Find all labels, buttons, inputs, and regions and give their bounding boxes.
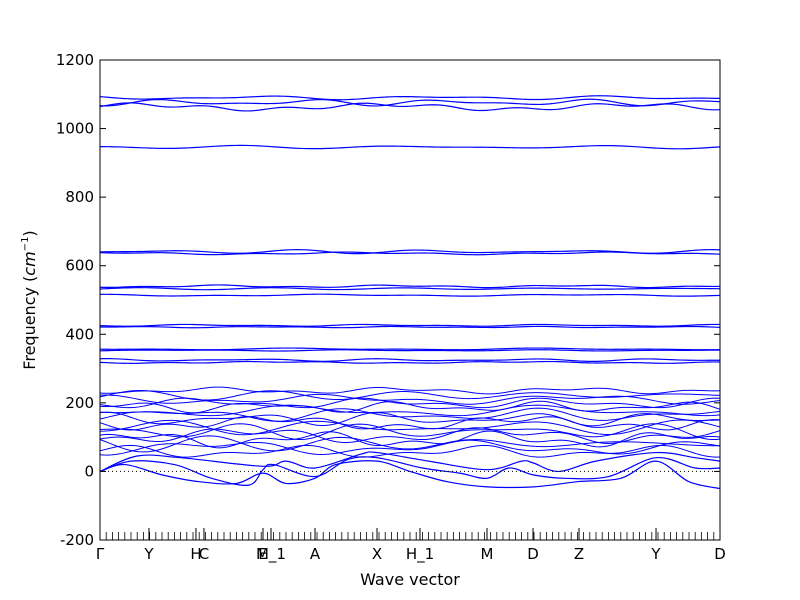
x-tick-label: D <box>714 545 726 563</box>
y-axis-label-unit: cm <box>20 251 39 275</box>
mid-band-line <box>99 393 721 405</box>
y-axis-label-close: ) <box>20 230 39 236</box>
y-tick-label: 0 <box>84 462 94 480</box>
mid-band-line <box>99 423 721 441</box>
mid-band-line <box>99 386 721 395</box>
optical-band-line <box>99 95 721 101</box>
acoustic-band-line <box>99 451 721 473</box>
y-tick-label: 1200 <box>56 51 94 69</box>
optical-band-line <box>99 360 721 364</box>
mid-band-line <box>99 411 721 427</box>
x-axis-label: Wave vector <box>360 570 460 589</box>
x-tick-label: A <box>310 545 321 563</box>
y-tick-label: -200 <box>60 531 94 549</box>
y-tick-label: 200 <box>65 394 94 412</box>
x-axis-ticks: Γ Y HC EM_1 A X H_1 M D Z Y D <box>96 528 726 564</box>
x-tick-label: H_1 <box>406 545 434 564</box>
mid-band-line <box>99 397 721 409</box>
mid-band-line <box>99 416 721 431</box>
band-lines <box>99 95 721 490</box>
x-tick-label: C <box>199 545 209 563</box>
optical-band-line <box>99 102 721 112</box>
y-axis-ticks: -200 0 200 400 600 800 1000 1200 <box>56 51 720 549</box>
optical-band-line <box>99 358 721 362</box>
mid-band-line <box>99 419 721 436</box>
mid-band-line <box>99 439 721 456</box>
x-tick-label: Y <box>650 545 661 563</box>
mid-band-line <box>99 400 721 414</box>
optical-band-line <box>99 287 721 291</box>
optical-band-line <box>99 323 721 327</box>
acoustic-band-line <box>99 456 721 486</box>
optical-band-line <box>99 144 721 150</box>
x-tick-label: Γ <box>96 545 105 563</box>
y-tick-label: 600 <box>65 257 94 275</box>
plot-frame <box>99 59 721 541</box>
x-tick-label: Y <box>143 545 154 563</box>
optical-band-line <box>99 325 721 329</box>
y-tick-label: 800 <box>65 188 94 206</box>
mid-band-line <box>99 435 721 453</box>
x-tick-label: M_1 <box>256 545 286 564</box>
y-tick-label: 1000 <box>56 120 94 138</box>
x-tick-label: Z <box>574 545 584 563</box>
mid-band-line <box>99 404 721 417</box>
mid-band-line <box>99 407 721 422</box>
optical-band-line <box>99 284 721 289</box>
x-tick-label: E <box>258 545 267 563</box>
plot-background <box>100 60 720 540</box>
optical-band-line <box>99 349 721 352</box>
x-tick-label: X <box>372 545 382 563</box>
mid-band-line <box>99 444 721 458</box>
mid-band-line <box>99 430 721 449</box>
x-tick-label: H <box>190 545 201 563</box>
x-tick-label: D <box>527 545 539 563</box>
y-axis-label: Frequency (cm−1) <box>20 230 39 369</box>
y-axis-label-text: Frequency <box>20 287 39 370</box>
optical-band-line <box>99 293 721 297</box>
y-axis-label-unit-exp: −1 <box>20 237 31 252</box>
optical-band-line <box>99 251 721 256</box>
acoustic-band-line <box>99 460 721 490</box>
y-axis-label-open: ( <box>20 276 39 282</box>
optical-band-line <box>99 98 721 107</box>
x-tick-label: M <box>481 545 494 563</box>
y-tick-label: 400 <box>65 325 94 343</box>
